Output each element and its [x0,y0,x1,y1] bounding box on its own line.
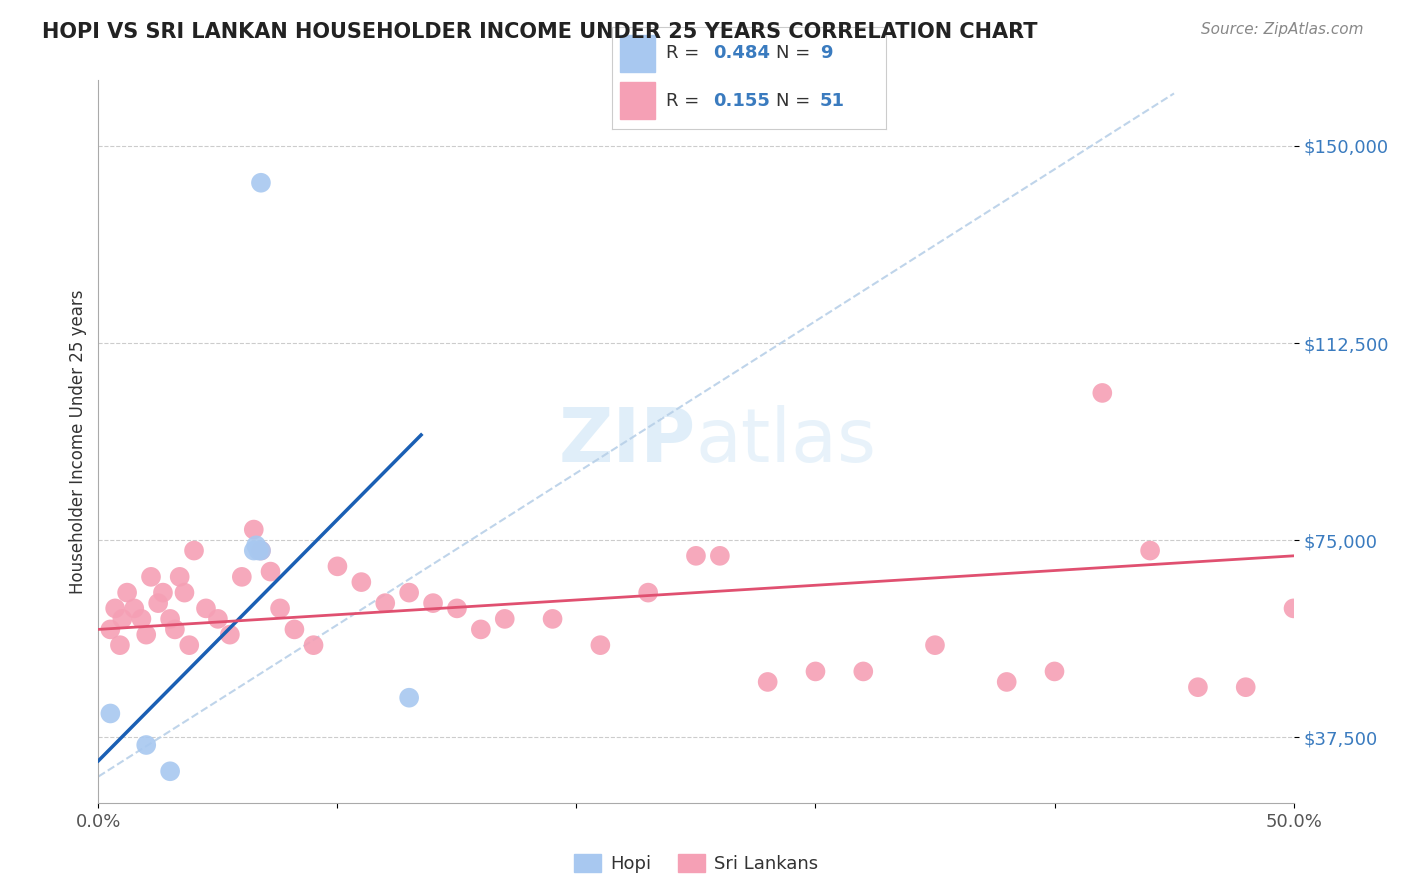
Point [1187,680,1209,694]
Point [422,596,444,610]
Point [135,627,157,641]
Point [163,623,186,637]
Point [589,638,612,652]
Point [207,612,229,626]
Point [250,543,273,558]
Point [924,638,946,652]
Point [398,585,420,599]
Point [139,570,162,584]
Text: 0.155: 0.155 [713,92,770,110]
Text: 9: 9 [820,45,832,62]
Point [1139,543,1161,558]
Point [183,543,205,558]
Point [637,585,659,599]
Point [173,585,195,599]
Point [104,601,127,615]
Text: Source: ZipAtlas.com: Source: ZipAtlas.com [1201,22,1364,37]
Point [259,565,281,579]
Point [152,585,174,599]
Point [541,612,564,626]
Point [243,523,266,537]
Bar [620,35,655,72]
Point [398,690,420,705]
Text: R =: R = [666,92,706,110]
Point [245,538,267,552]
Point [219,627,242,641]
Point [250,543,273,558]
Point [135,738,157,752]
Point [852,665,875,679]
Point [250,176,273,190]
Text: atlas: atlas [696,405,877,478]
Point [1043,665,1066,679]
Point [169,570,191,584]
Text: HOPI VS SRI LANKAN HOUSEHOLDER INCOME UNDER 25 YEARS CORRELATION CHART: HOPI VS SRI LANKAN HOUSEHOLDER INCOME UN… [42,22,1038,42]
Point [350,575,373,590]
Text: R =: R = [666,45,706,62]
Point [195,601,218,615]
Point [179,638,201,652]
Text: ZIP: ZIP [558,405,696,478]
Point [995,675,1018,690]
Point [1091,386,1114,401]
Point [1234,680,1257,694]
Point [804,665,827,679]
Point [709,549,731,563]
Point [374,596,396,610]
Point [231,570,253,584]
Point [326,559,349,574]
Text: 0.484: 0.484 [713,45,770,62]
Point [159,612,181,626]
Point [283,623,305,637]
Point [243,543,266,558]
Text: N =: N = [776,92,815,110]
Text: 51: 51 [820,92,845,110]
Point [111,612,134,626]
Point [756,675,779,690]
Point [269,601,291,615]
Point [131,612,153,626]
Point [159,764,181,779]
Point [446,601,468,615]
Point [685,549,707,563]
Point [148,596,170,610]
Y-axis label: Householder Income Under 25 years: Householder Income Under 25 years [69,289,87,594]
Point [115,585,138,599]
Text: N =: N = [776,45,815,62]
Point [494,612,516,626]
Point [1282,601,1305,615]
Point [247,543,270,558]
Point [302,638,325,652]
Point [98,623,122,637]
Point [108,638,131,652]
Bar [620,82,655,119]
Point [470,623,492,637]
Point [124,601,146,615]
Point [98,706,122,721]
Legend: Hopi, Sri Lankans: Hopi, Sri Lankans [567,847,825,880]
